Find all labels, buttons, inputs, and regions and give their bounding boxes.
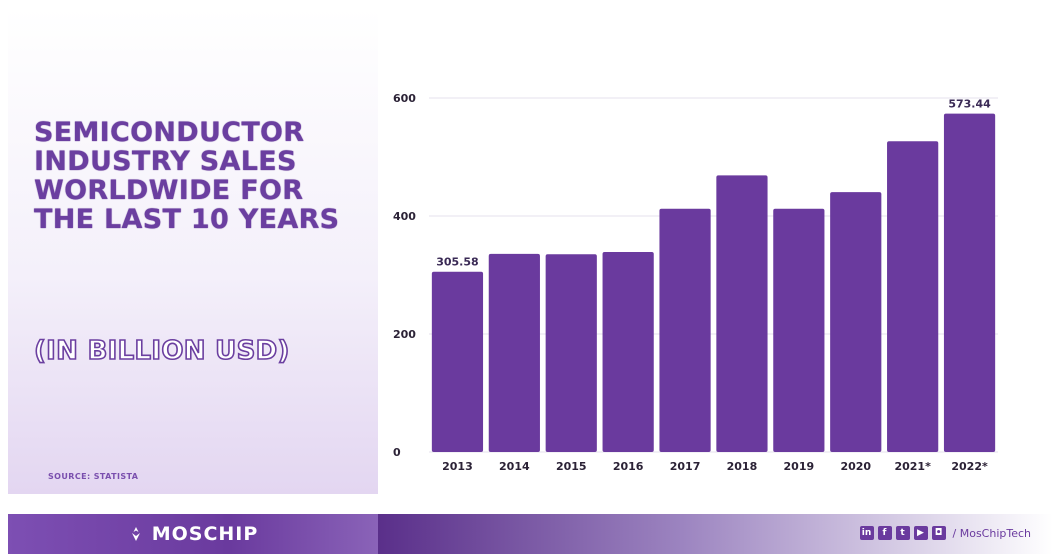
facebook-icon[interactable]: f <box>877 526 892 540</box>
x-tick-labels: 2013 2014 2015 2016 2017 2018 2019 2020 2021* 202… <box>442 460 988 473</box>
bar-2015 <box>545 254 597 452</box>
x-tick-label: 2018 <box>727 460 758 473</box>
x-tick-label: 2021* <box>894 460 931 473</box>
footer-brand-bar: MOSCHIP <box>8 514 378 554</box>
moschip-logo[interactable]: MOSCHIP <box>128 523 259 545</box>
x-tick-label: 2020 <box>840 460 871 473</box>
y-tick-label: 600 <box>393 92 416 105</box>
bars <box>431 113 996 453</box>
logo-text: MOSCHIP <box>151 523 259 545</box>
x-tick-label: 2013 <box>442 460 473 473</box>
bar-2014 <box>488 253 540 452</box>
bar-2021 <box>887 141 939 453</box>
x-tick-label: 2022* <box>951 460 988 473</box>
data-label: 573.44 <box>948 98 991 111</box>
y-tick-labels: 0 200 400 600 <box>393 92 416 459</box>
y-tick-label: 0 <box>393 446 401 459</box>
youtube-icon[interactable]: ▶ <box>913 526 928 540</box>
chart-title: Semiconductor Industry Sales Worldwide f… <box>34 117 340 235</box>
data-label: 305.58 <box>436 256 478 269</box>
moschip-logo-icon <box>131 527 140 541</box>
x-tick-label: 2019 <box>784 460 815 473</box>
bar-2016 <box>602 252 654 452</box>
bar-2020 <box>830 192 882 452</box>
bar-2022 <box>943 113 996 452</box>
y-tick-label: 200 <box>393 328 416 341</box>
data-labels: 305.58 573.44 <box>436 98 991 269</box>
x-tick-label: 2016 <box>613 460 644 473</box>
social-links: in f t ▶ ◘ / MosChipTech <box>859 526 1031 540</box>
title-panel <box>8 8 378 494</box>
x-tick-label: 2015 <box>556 460 587 473</box>
x-tick-label: 2014 <box>499 460 530 473</box>
source-note: SOURCE: STATISTA <box>48 472 139 481</box>
bar-2019 <box>773 208 825 452</box>
bar-2017 <box>659 208 711 452</box>
y-tick-label: 400 <box>393 210 416 223</box>
twitter-icon[interactable]: t <box>895 526 910 540</box>
footer-social-bar: in f t ▶ ◘ / MosChipTech <box>378 514 1053 554</box>
social-handle[interactable]: / MosChipTech <box>952 526 1031 540</box>
instagram-icon[interactable]: ◘ <box>931 526 946 540</box>
bar-2013 <box>431 271 484 452</box>
bar-2018 <box>716 175 768 452</box>
chart-subtitle: (IN BILLION USD) <box>33 335 290 367</box>
linkedin-icon[interactable]: in <box>859 526 874 540</box>
x-tick-label: 2017 <box>670 460 701 473</box>
